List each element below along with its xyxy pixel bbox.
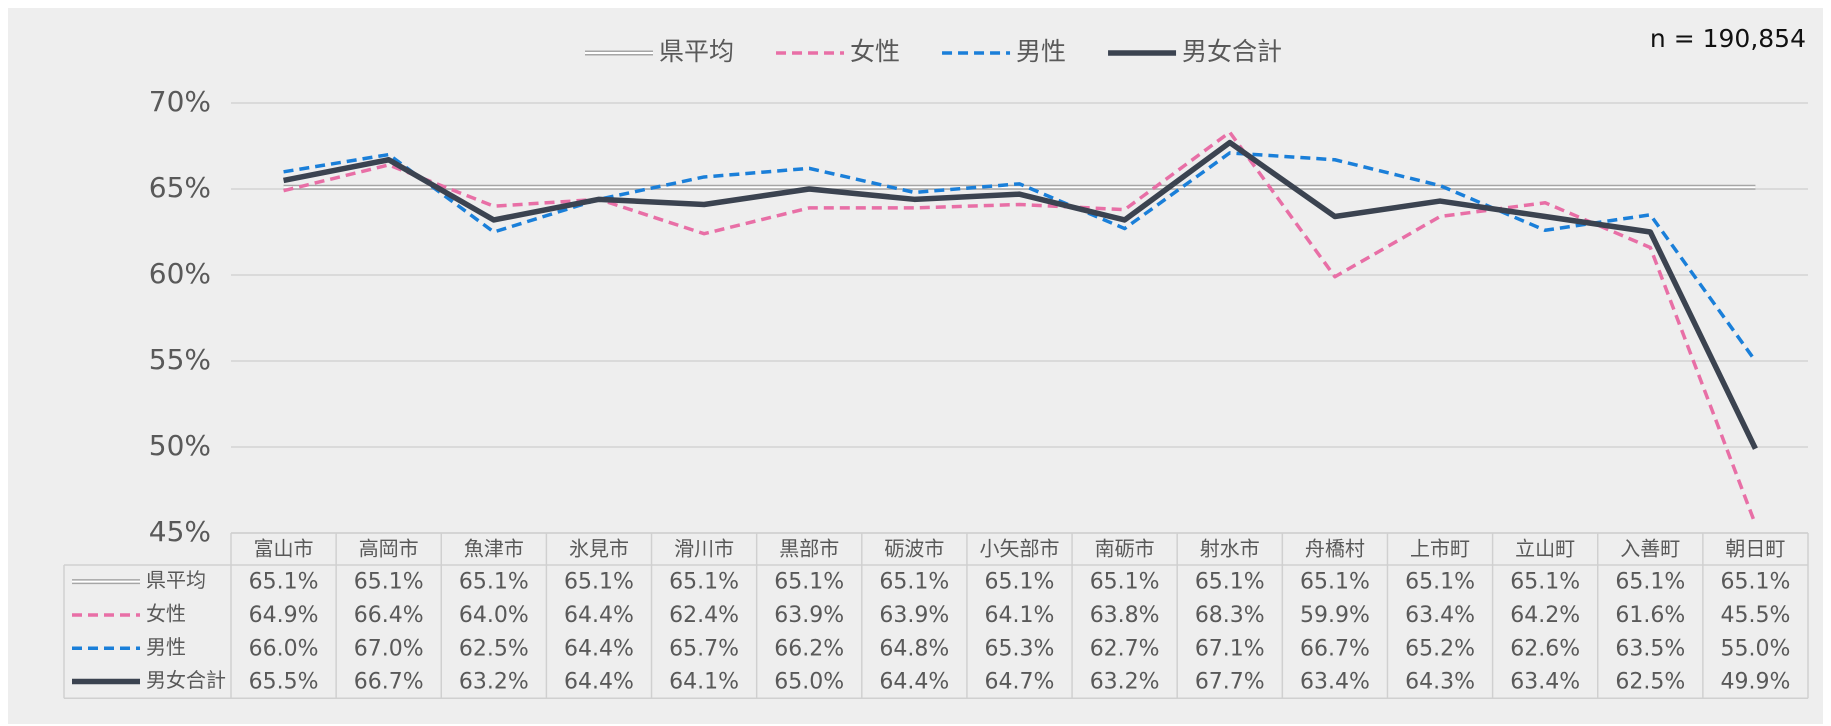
x-tick-label: 舟橋村 [1305,537,1365,561]
table-value: 64.4% [564,603,634,628]
x-tick-label: 立山町 [1515,537,1575,561]
table-value: 65.1% [1405,570,1475,595]
table-value: 64.1% [669,670,739,695]
table-value: 63.9% [879,603,949,628]
table-value: 65.7% [669,636,739,661]
chart-background [8,8,1823,724]
row-label: 男性 [146,635,186,659]
table-value: 64.3% [1405,670,1475,695]
sample-size: n = 190,854 [1650,24,1806,53]
table-value: 66.2% [774,636,844,661]
table-value: 64.8% [879,636,949,661]
table-value: 64.4% [564,636,634,661]
table-value: 65.1% [1090,570,1160,595]
x-tick-label: 黒部市 [779,537,839,561]
y-tick-label: 65% [149,171,211,204]
table-value: 67.1% [1195,636,1265,661]
table-value: 63.4% [1405,603,1475,628]
table-value: 65.1% [1300,570,1370,595]
x-tick-label: 魚津市 [464,537,524,561]
y-tick-label: 50% [149,429,211,462]
table-value: 66.7% [354,670,424,695]
legend-label: 県平均 [659,37,734,66]
x-tick-label: 小矢部市 [980,537,1060,561]
table-value: 65.1% [249,570,319,595]
table-value: 45.5% [1720,603,1790,628]
table-value: 65.0% [774,670,844,695]
table-value: 65.1% [669,570,739,595]
series-line [283,130,1758,526]
x-tick-label: 滑川市 [674,537,734,561]
table-value: 65.1% [1195,570,1265,595]
legend-label: 男性 [1016,37,1066,66]
x-tick-label: 南砺市 [1095,537,1155,561]
table-value: 49.9% [1720,670,1790,695]
table-value: 67.7% [1195,670,1265,695]
x-tick-label: 射水市 [1200,537,1260,561]
table-value: 63.2% [1090,670,1160,695]
table-value: 63.9% [774,603,844,628]
legend-label: 女性 [850,37,900,66]
table-value: 62.5% [1615,670,1685,695]
table-value: 65.5% [249,670,319,695]
table-value: 61.6% [1615,603,1685,628]
y-tick-label: 45% [149,515,211,548]
table-value: 65.1% [459,570,529,595]
table-value: 59.9% [1300,603,1370,628]
table-value: 66.4% [354,603,424,628]
table-value: 65.1% [564,570,634,595]
table-value: 65.1% [1615,570,1685,595]
x-tick-label: 朝日町 [1725,537,1785,561]
table-value: 65.1% [985,570,1055,595]
table-value: 64.2% [1510,603,1580,628]
table-value: 63.4% [1510,670,1580,695]
table-value: 62.6% [1510,636,1580,661]
x-tick-label: 富山市 [254,537,314,561]
table-value: 65.1% [1510,570,1580,595]
table-value: 64.9% [249,603,319,628]
x-tick-label: 氷見市 [569,537,629,561]
y-tick-label: 70% [149,85,211,118]
legend-label: 男女合計 [1182,37,1282,66]
table-value: 65.3% [985,636,1055,661]
row-label: 県平均 [146,568,206,592]
table-value: 64.1% [985,603,1055,628]
x-tick-label: 砺波市 [884,537,944,561]
series-line [283,139,1758,450]
series-line [283,151,1757,363]
table-value: 65.1% [879,570,949,595]
table-value: 63.4% [1300,670,1370,695]
row-label: 女性 [146,601,186,625]
table-value: 65.2% [1405,636,1475,661]
table-value: 64.7% [985,670,1055,695]
table-value: 64.4% [879,670,949,695]
table-value: 63.5% [1615,636,1685,661]
x-tick-label: 高岡市 [359,537,419,561]
table-value: 66.0% [249,636,319,661]
table-value: 62.5% [459,636,529,661]
table-value: 64.0% [459,603,529,628]
table-value: 63.8% [1090,603,1160,628]
table-value: 55.0% [1720,636,1790,661]
table-value: 65.1% [774,570,844,595]
table-value: 65.1% [354,570,424,595]
y-tick-label: 55% [149,343,211,376]
table-value: 62.4% [669,603,739,628]
row-label: 男女合計 [146,668,226,692]
table-value: 67.0% [354,636,424,661]
table-value: 68.3% [1195,603,1265,628]
x-tick-label: 上市町 [1410,537,1470,561]
table-value: 64.4% [564,670,634,695]
y-tick-label: 60% [149,257,211,290]
table-value: 62.7% [1090,636,1160,661]
table-value: 66.7% [1300,636,1370,661]
x-tick-label: 入善町 [1620,537,1680,561]
table-value: 65.1% [1720,570,1790,595]
table-value: 63.2% [459,670,529,695]
